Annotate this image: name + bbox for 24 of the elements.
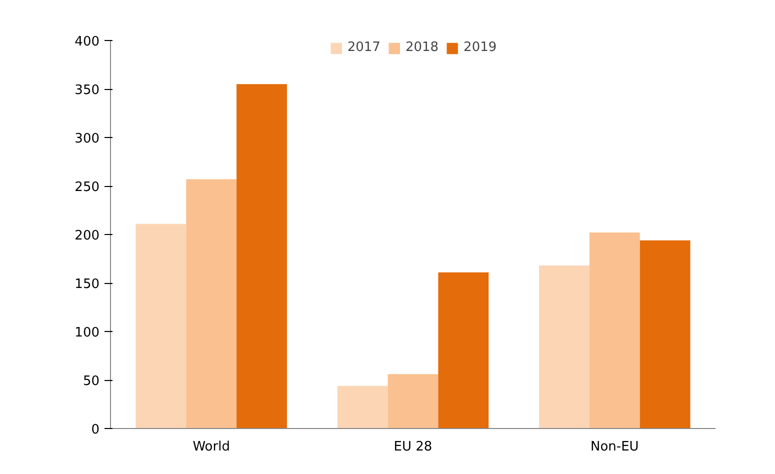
legend-label: 2018 [405,40,439,55]
y-tick-label: 50 [82,374,100,389]
y-tick-label: 100 [74,326,100,340]
bar [337,386,388,428]
bar [438,272,489,428]
legend-label: 2017 [347,40,380,55]
bar [539,266,590,428]
y-tick-label: 0 [91,422,100,438]
y-tick-label: 250 [74,180,100,195]
bar [388,374,438,428]
bar [136,224,186,428]
y-tick-label: 350 [74,83,100,98]
x-tick-label: Non-EU [590,440,639,454]
y-tick-label: 150 [74,277,100,292]
bar [640,240,690,428]
y-tick-label: 200 [74,228,100,244]
legend-label: 2019 [464,40,497,55]
x-tick-label: EU 28 [394,440,432,454]
bar [186,179,237,428]
y-tick-label: 300 [74,132,100,146]
x-tick-label: World [192,440,230,454]
bar [236,84,287,428]
bar [589,232,640,428]
y-tick-label: 400 [74,34,100,50]
